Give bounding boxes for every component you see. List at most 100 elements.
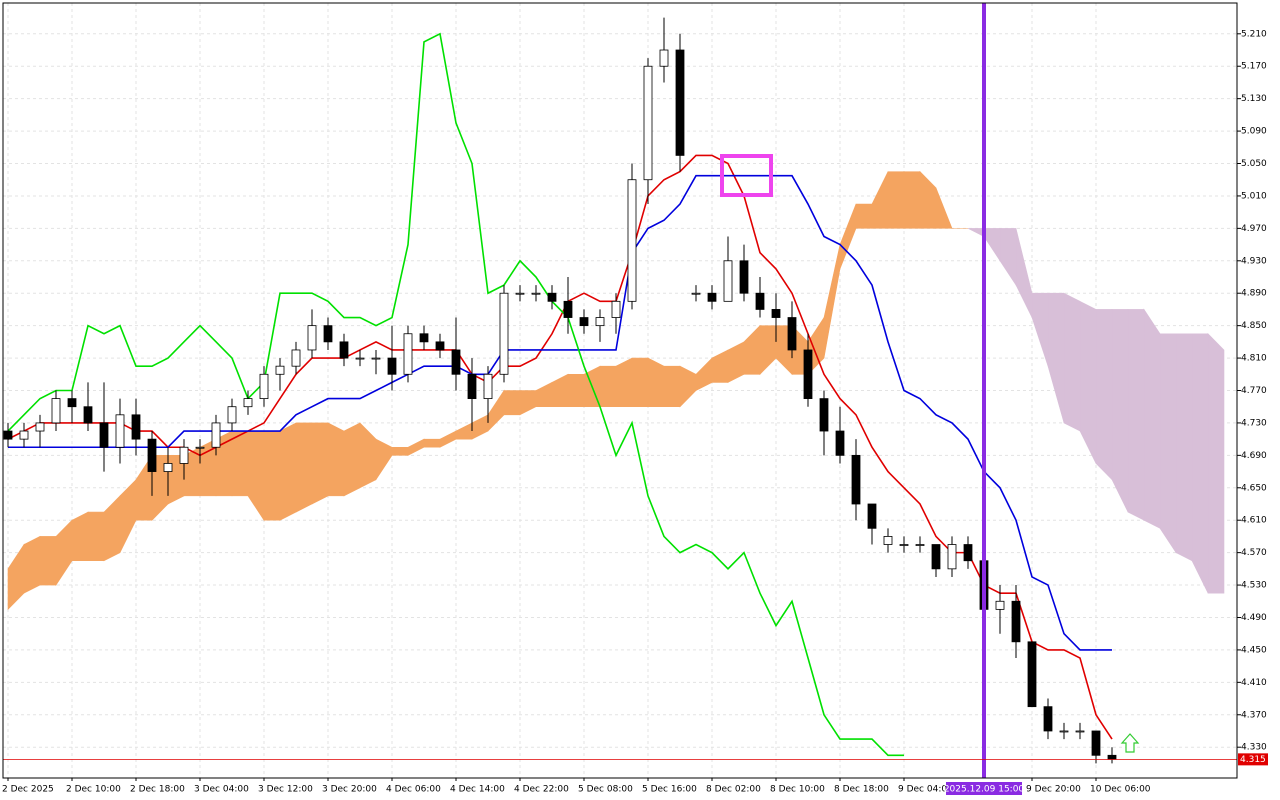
candle-body [499, 292, 509, 375]
candle-body [1043, 706, 1053, 732]
cloud-segment [1207, 333, 1225, 594]
candle-body [883, 536, 893, 545]
candle-body [915, 544, 925, 546]
last-price-bg [1238, 753, 1268, 766]
x-tick-label: 5 Dec 08:00 [578, 785, 633, 795]
candle-body [531, 292, 541, 295]
x-tick-label: 3 Dec 12:00 [258, 785, 313, 795]
cloud-segment [663, 365, 681, 408]
cloud-segment [615, 357, 633, 408]
y-tick-label: 4.690 [1241, 451, 1267, 461]
candle-body [867, 503, 877, 529]
candle-body [51, 398, 61, 424]
indicator-line [7, 32, 904, 757]
candle-body [211, 422, 221, 448]
x-tick-label: 2 Dec 18:00 [130, 785, 185, 795]
candle-body [403, 333, 413, 375]
y-tick-label: 4.850 [1241, 321, 1267, 331]
candle-body [147, 438, 157, 472]
y-tick-label: 4.450 [1241, 645, 1267, 655]
y-tick-label: 4.370 [1241, 710, 1267, 720]
candle-body [819, 398, 829, 432]
signal-arrow [1120, 733, 1140, 753]
candle-body [451, 349, 461, 375]
candle-body [243, 398, 253, 408]
cloud-segment [599, 365, 617, 408]
cloud-segment [263, 430, 281, 521]
candle-body [67, 398, 77, 408]
candle-body [275, 365, 285, 375]
x-tick-label: 9 Dec 20:00 [1026, 785, 1081, 795]
candle-body [611, 300, 621, 318]
cloud-segment [503, 390, 521, 416]
candle-body [83, 406, 93, 424]
cloud-segment [295, 422, 313, 513]
x-tick-label: 8 Dec 18:00 [834, 785, 889, 795]
candle-body [339, 341, 349, 359]
crosshair-label: 2025.12.09 15:00 [944, 785, 1025, 795]
y-tick-label: 4.890 [1241, 289, 1267, 299]
axes: 4.330 4.370 4.410 4.450 4.490 4.530 4.570 4.610… [2, 3, 1268, 795]
x-tick-label: 4 Dec 14:00 [450, 785, 505, 795]
candle-body [387, 357, 397, 375]
y-tick-label: 4.410 [1241, 678, 1267, 688]
candle-body [691, 292, 701, 295]
candle-body [1059, 730, 1069, 733]
candle-body [1091, 730, 1101, 756]
candle-body [259, 373, 269, 400]
cloud-segment [631, 357, 649, 408]
x-tick-label: 3 Dec 20:00 [322, 785, 377, 795]
y-tick-label: 4.970 [1241, 224, 1267, 234]
x-tick-label: 10 Dec 06:00 [1090, 785, 1151, 795]
candle-body [787, 317, 797, 351]
cloud-segment [1191, 333, 1209, 594]
indicator-lines [7, 32, 1113, 757]
candle-body [355, 357, 365, 360]
candle-body [771, 309, 781, 318]
cloud-segment [1175, 333, 1193, 562]
x-tick-label: 4 Dec 06:00 [386, 785, 441, 795]
cloud-segment [23, 535, 41, 594]
y-tick-label: 5.130 [1241, 94, 1267, 104]
cloud-segment [231, 430, 249, 497]
candle-body [1027, 641, 1037, 708]
cloud-segment [855, 203, 873, 229]
cloud-segment [279, 422, 297, 521]
cloud-segment [887, 171, 905, 229]
candle-body [931, 544, 941, 570]
cloud-segment [39, 536, 57, 586]
candles [3, 17, 1117, 764]
cloud-segment [1159, 333, 1177, 554]
y-tick-label: 4.770 [1241, 386, 1267, 396]
cloud-segment [71, 511, 89, 562]
cloud-segment [311, 422, 329, 505]
candle-body [803, 349, 813, 400]
cloud-segment [647, 357, 665, 408]
candle-body [19, 430, 29, 440]
indicator-line [8, 174, 1112, 651]
cloud-segment [1111, 309, 1129, 513]
cloud-segment [935, 187, 953, 229]
candle-body [851, 454, 861, 505]
candle-body [371, 357, 381, 360]
candle-body [643, 65, 653, 181]
cloud-segment [391, 446, 409, 456]
candle-body [515, 292, 525, 295]
candle-body [835, 430, 845, 456]
y-tick-label: 5.170 [1241, 62, 1267, 72]
candle-body [659, 49, 669, 67]
y-tick-label: 4.650 [1241, 483, 1267, 493]
indicator-line [7, 154, 1113, 740]
candle-body [595, 317, 605, 327]
candle-body [963, 544, 973, 562]
candle-body [179, 446, 189, 464]
x-tick-label: 2 Dec 10:00 [66, 785, 121, 795]
candle-body [227, 406, 237, 424]
candle-body [899, 544, 909, 546]
candle-body [547, 292, 557, 302]
candle-body [755, 292, 765, 310]
x-tick-label: 4 Dec 22:00 [514, 785, 569, 795]
candle-body [115, 414, 125, 448]
candle-body [291, 349, 301, 367]
